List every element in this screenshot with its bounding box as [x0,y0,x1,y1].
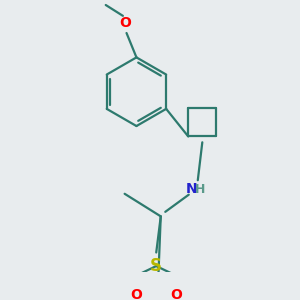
Text: O: O [170,288,182,300]
Text: O: O [120,16,132,30]
Text: N: N [186,182,197,196]
Text: H: H [194,183,205,196]
Text: O: O [130,288,142,300]
Text: S: S [150,257,162,275]
